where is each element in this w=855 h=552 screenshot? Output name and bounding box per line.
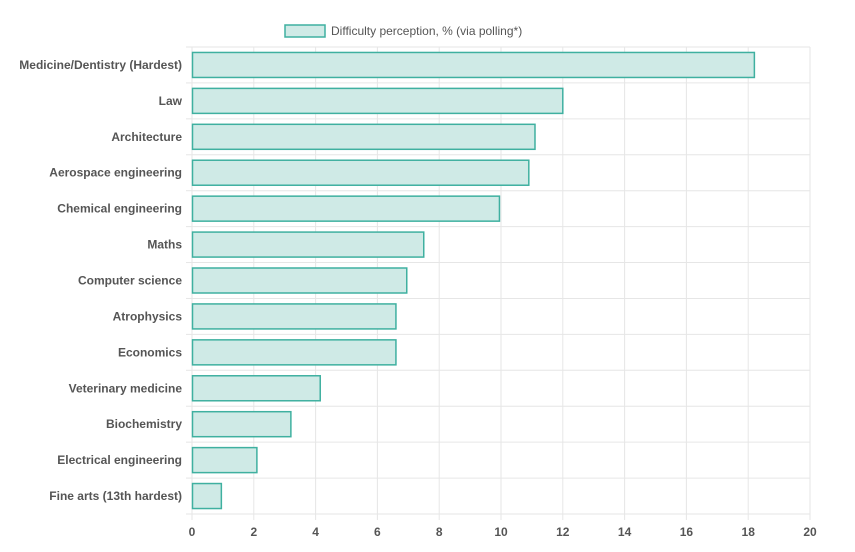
x-tick-label: 2 [250, 525, 257, 539]
category-label: Fine arts (13th hardest) [49, 489, 182, 503]
bar[interactable] [191, 159, 530, 186]
bar[interactable] [191, 410, 292, 438]
bar[interactable] [191, 446, 258, 474]
category-label: Atrophysics [113, 309, 183, 323]
x-tick-label: 16 [680, 525, 694, 539]
category-label: Computer science [78, 274, 182, 288]
category-label: Biochemistry [106, 417, 182, 431]
legend-swatch[interactable] [284, 24, 326, 38]
x-tick-label: 6 [374, 525, 381, 539]
category-label: Veterinary medicine [69, 381, 183, 395]
legend[interactable]: Difficulty perception, % (via polling*) [284, 24, 522, 38]
bar[interactable] [191, 339, 397, 366]
category-label: Medicine/Dentistry (Hardest) [19, 58, 182, 72]
bar[interactable] [191, 231, 425, 258]
category-label: Law [159, 94, 183, 108]
bar[interactable] [191, 87, 564, 115]
x-tick-label: 12 [556, 525, 570, 539]
bar[interactable] [191, 482, 223, 510]
category-label: Maths [147, 238, 182, 252]
bar[interactable] [191, 267, 408, 294]
category-label: Chemical engineering [57, 202, 182, 216]
x-tick-label: 14 [618, 525, 632, 539]
bar[interactable] [191, 51, 756, 79]
category-labels: Medicine/Dentistry (Hardest) Law Architect… [19, 58, 182, 503]
category-label: Economics [118, 345, 182, 359]
bar[interactable] [191, 375, 321, 402]
category-label: Architecture [111, 130, 182, 144]
x-axis-ticks: 0 2 4 6 8 10 12 14 16 18 20 [189, 525, 817, 539]
x-tick-label: 20 [803, 525, 817, 539]
bars-layer [191, 51, 756, 510]
x-tick-label: 8 [436, 525, 443, 539]
category-label: Electrical engineering [57, 453, 182, 467]
x-tick-label: 0 [189, 525, 196, 539]
x-tick-label: 4 [312, 525, 319, 539]
x-tick-label: 10 [494, 525, 508, 539]
legend-label[interactable]: Difficulty perception, % (via polling*) [331, 24, 522, 38]
bar[interactable] [191, 195, 501, 222]
x-tick-label: 18 [742, 525, 756, 539]
category-label: Aerospace engineering [49, 166, 182, 180]
bar[interactable] [191, 123, 536, 151]
bar[interactable] [191, 303, 397, 330]
